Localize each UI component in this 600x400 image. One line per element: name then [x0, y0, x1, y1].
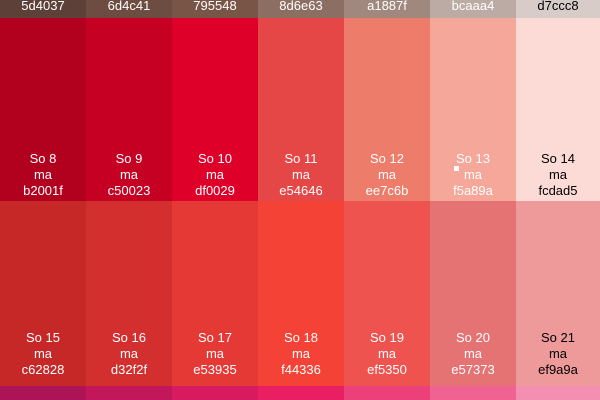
swatch-label: So 19	[370, 330, 404, 345]
swatch-hex: f5a89a	[453, 183, 493, 198]
swatch-label: So 14	[541, 151, 575, 166]
swatch-ma: ma	[548, 346, 568, 361]
swatch-ma: ma	[33, 167, 53, 182]
mouse-cursor-icon	[454, 166, 459, 171]
swatch-so-16[interactable]: So 16 ma d32f2f	[86, 201, 172, 386]
swatch-top-3[interactable]: 795548	[172, 0, 258, 18]
swatch-so-12[interactable]: So 12 ma ee7c6b	[344, 18, 430, 201]
swatch-label: So 18	[284, 330, 318, 345]
swatch-hex: c62828	[21, 362, 65, 377]
swatch-so-21[interactable]: So 21 ma ef9a9a	[516, 201, 600, 386]
swatch-tail-6[interactable]	[430, 386, 516, 400]
swatch-so-14[interactable]: So 14 ma fcdad5	[516, 18, 600, 201]
swatch-hex: e57373	[451, 362, 495, 377]
swatch-label: So 20	[456, 330, 490, 345]
swatch-label: So 21	[541, 330, 575, 345]
swatch-ma: ma	[119, 346, 139, 361]
swatch-ma: ma	[463, 346, 483, 361]
swatch-ma: ma	[463, 167, 483, 182]
swatch-ma: ma	[33, 346, 53, 361]
swatch-label: So 9	[115, 151, 143, 166]
swatch-so-17[interactable]: So 17 ma e53935	[172, 201, 258, 386]
swatch-ma: ma	[548, 167, 568, 182]
swatch-tail-4[interactable]	[258, 386, 344, 400]
swatch-so-20[interactable]: So 20 ma e57373	[430, 201, 516, 386]
swatch-hex: 8d6e63	[279, 0, 323, 13]
swatch-hex: f44336	[281, 362, 321, 377]
swatch-hex: 795548	[193, 0, 237, 13]
swatch-label: So 13	[456, 151, 490, 166]
swatch-top-5[interactable]: a1887f	[344, 0, 430, 18]
swatch-hex: c50023	[107, 183, 151, 198]
swatch-so-9[interactable]: So 9 ma c50023	[86, 18, 172, 201]
swatch-tail-5[interactable]	[344, 386, 430, 400]
swatch-so-10[interactable]: So 10 ma df0029	[172, 18, 258, 201]
swatch-top-1[interactable]: 5d4037	[0, 0, 86, 18]
swatch-label: So 16	[112, 330, 146, 345]
swatch-label: So 8	[29, 151, 57, 166]
swatch-hex: ef9a9a	[538, 362, 578, 377]
swatch-hex: e53935	[193, 362, 237, 377]
swatch-hex: d7ccc8	[537, 0, 579, 13]
swatch-so-11[interactable]: So 11 ma e54646	[258, 18, 344, 201]
swatch-so-18[interactable]: So 18 ma f44336	[258, 201, 344, 386]
swatch-hex: fcdad5	[538, 183, 578, 198]
swatch-hex: a1887f	[367, 0, 407, 13]
swatch-top-2[interactable]: 6d4c41	[86, 0, 172, 18]
swatch-label: So 11	[284, 151, 318, 166]
swatch-ma: ma	[291, 346, 311, 361]
swatch-so-15[interactable]: So 15 ma c62828	[0, 201, 86, 386]
swatch-top-4[interactable]: 8d6e63	[258, 0, 344, 18]
swatch-so-13[interactable]: So 13 ma f5a89a	[430, 18, 516, 201]
swatch-ma: ma	[377, 346, 397, 361]
swatch-hex: d32f2f	[110, 362, 148, 377]
swatch-label: So 15	[26, 330, 60, 345]
swatch-ma: ma	[291, 167, 311, 182]
swatch-hex: 5d4037	[21, 0, 65, 13]
swatch-ma: ma	[119, 167, 139, 182]
swatch-so-19[interactable]: So 19 ma ef5350	[344, 201, 430, 386]
swatch-hex: b2001f	[23, 183, 63, 198]
swatch-hex: e54646	[279, 183, 323, 198]
swatch-ma: ma	[205, 167, 225, 182]
swatch-tail-2[interactable]	[86, 386, 172, 400]
swatch-top-7[interactable]: d7ccc8	[516, 0, 600, 18]
swatch-label: So 10	[198, 151, 232, 166]
swatch-so-8[interactable]: So 8 ma b2001f	[0, 18, 86, 201]
swatch-label: So 17	[198, 330, 232, 345]
swatch-tail-7[interactable]	[516, 386, 600, 400]
swatch-hex: ef5350	[367, 362, 407, 377]
swatch-ma: ma	[205, 346, 225, 361]
swatch-top-6[interactable]: bcaaa4	[430, 0, 516, 18]
swatch-label: So 12	[370, 151, 404, 166]
swatch-tail-3[interactable]	[172, 386, 258, 400]
swatch-hex: bcaaa4	[451, 0, 495, 13]
swatch-tail-1[interactable]	[0, 386, 86, 400]
swatch-hex: 6d4c41	[107, 0, 151, 13]
swatch-ma: ma	[377, 167, 397, 182]
swatch-hex: ee7c6b	[365, 183, 409, 198]
swatch-hex: df0029	[195, 183, 235, 198]
